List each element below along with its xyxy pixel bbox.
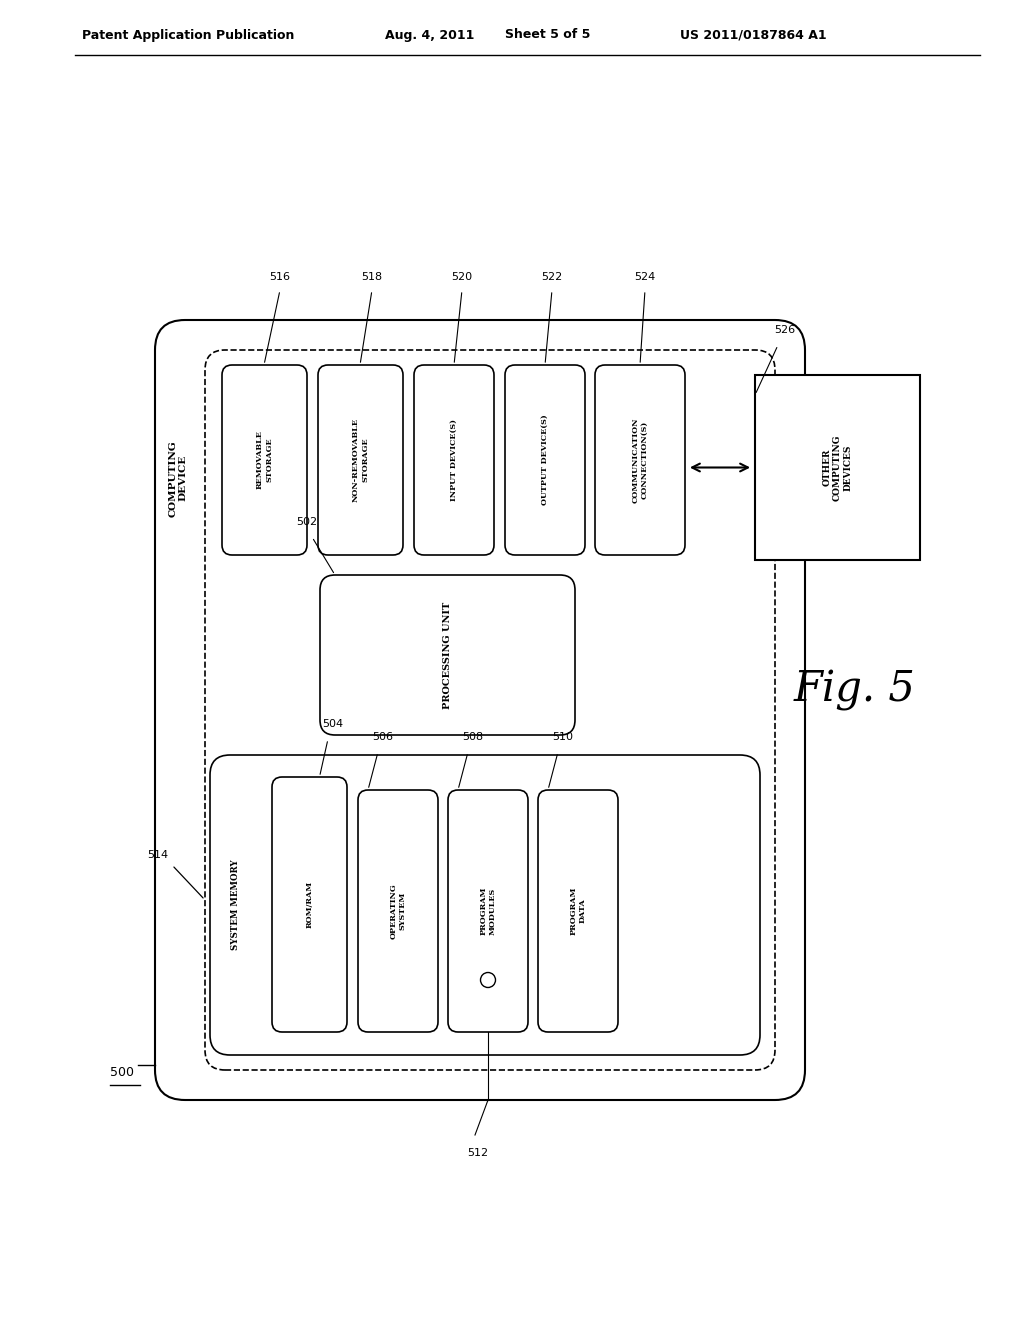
Text: Patent Application Publication: Patent Application Publication: [82, 29, 294, 41]
Bar: [755, 375, 920, 560]
Text: 518: 518: [361, 272, 383, 282]
Text: 520: 520: [452, 272, 472, 282]
Text: US 2011/0187864 A1: US 2011/0187864 A1: [680, 29, 826, 41]
Text: SYSTEM MEMORY: SYSTEM MEMORY: [231, 859, 241, 950]
Text: 524: 524: [635, 272, 655, 282]
Text: 502: 502: [296, 517, 317, 527]
FancyBboxPatch shape: [414, 366, 494, 554]
Text: OUTPUT DEVICE(S): OUTPUT DEVICE(S): [541, 414, 549, 506]
Text: 522: 522: [542, 272, 562, 282]
FancyBboxPatch shape: [449, 789, 528, 1032]
Text: COMMUNICATION
CONNECTION(S): COMMUNICATION CONNECTION(S): [632, 417, 648, 503]
Text: 510: 510: [553, 733, 573, 742]
FancyBboxPatch shape: [538, 789, 618, 1032]
Text: 516: 516: [269, 272, 291, 282]
FancyBboxPatch shape: [210, 755, 760, 1055]
FancyBboxPatch shape: [319, 576, 575, 735]
Text: Sheet 5 of 5: Sheet 5 of 5: [505, 29, 591, 41]
Text: 526: 526: [774, 325, 796, 335]
Circle shape: [480, 973, 496, 987]
Text: 508: 508: [463, 733, 483, 742]
Text: 506: 506: [373, 733, 393, 742]
Text: OPERATING
SYSTEM: OPERATING SYSTEM: [389, 883, 407, 939]
Text: PROGRAM
DATA: PROGRAM DATA: [569, 887, 587, 935]
FancyBboxPatch shape: [222, 366, 307, 554]
Text: PROGRAM
MODULES: PROGRAM MODULES: [479, 887, 497, 935]
Text: ROM/RAM: ROM/RAM: [305, 880, 313, 928]
Text: 500: 500: [110, 1065, 134, 1078]
FancyBboxPatch shape: [318, 366, 403, 554]
Text: COMPUTING
DEVICE: COMPUTING DEVICE: [168, 440, 187, 516]
Text: OTHER
COMPUTING
DEVICES: OTHER COMPUTING DEVICES: [822, 434, 852, 500]
Text: NON-REMOVABLE
STORAGE: NON-REMOVABLE STORAGE: [352, 418, 369, 502]
Text: INPUT DEVICE(S): INPUT DEVICE(S): [450, 418, 458, 502]
Text: Aug. 4, 2011: Aug. 4, 2011: [385, 29, 474, 41]
Text: 512: 512: [467, 1148, 488, 1158]
FancyBboxPatch shape: [358, 789, 438, 1032]
FancyBboxPatch shape: [595, 366, 685, 554]
FancyBboxPatch shape: [505, 366, 585, 554]
FancyBboxPatch shape: [155, 319, 805, 1100]
FancyBboxPatch shape: [272, 777, 347, 1032]
FancyBboxPatch shape: [205, 350, 775, 1071]
Text: Fig. 5: Fig. 5: [794, 669, 915, 711]
Text: PROCESSING UNIT: PROCESSING UNIT: [443, 602, 452, 709]
Text: 504: 504: [323, 719, 344, 729]
Text: REMOVABLE
STORAGE: REMOVABLE STORAGE: [256, 430, 273, 490]
Text: 514: 514: [147, 850, 169, 861]
